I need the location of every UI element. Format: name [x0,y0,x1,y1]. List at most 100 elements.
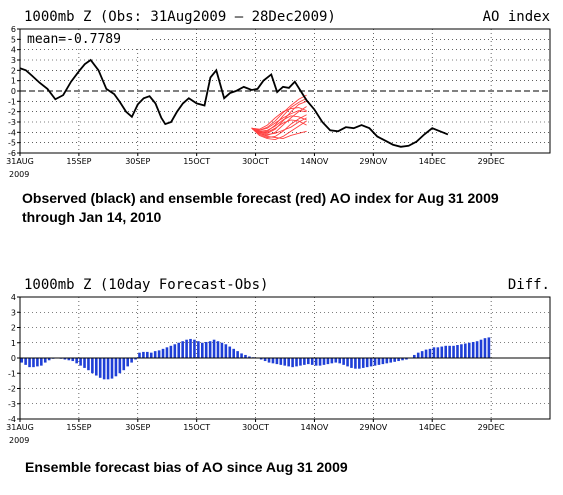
chart2-y-ticks: -4 -3 -2 -1 0 1 2 3 4 [8,293,20,424]
bias-bar [436,347,440,358]
bias-bars [20,337,550,380]
bias-bar [334,358,338,363]
bias-bar [118,358,122,374]
bias-bar [200,342,204,358]
bias-bar [475,341,479,358]
bias-bar [244,354,247,358]
bias-bar [114,358,118,377]
bias-bar [365,358,369,368]
mean-annotation: mean=-0.7789 [27,32,121,47]
bias-bar [197,341,200,358]
bias-bar [354,358,357,369]
bias-bar [102,358,106,380]
bias-bar [40,358,43,366]
bias-bar [412,354,416,358]
y-tick-label: -1 [8,97,16,106]
bias-bar [189,338,192,358]
bias-bar [314,358,318,366]
x-tick-label: 30OCT [242,157,269,166]
bias-bar [224,344,228,358]
bias-bar [126,358,129,367]
x-tick-label: 15SEP [66,423,91,432]
chart2-caption: Ensemble forecast bias of AO since Aug 3… [25,459,348,475]
bias-bar [83,358,86,368]
chart2-year-label: 2009 [9,436,29,445]
x-tick-label: 15SEP [66,157,91,166]
bias-bar [271,358,275,364]
y-tick-label: -4 [8,128,16,137]
y-tick-label: -1 [8,369,16,378]
bias-bar [452,345,455,358]
bias-bar [32,358,35,368]
bias-bar [165,347,169,358]
bias-bar [138,352,141,358]
bias-bar [322,358,326,365]
bias-bar [342,358,345,365]
bias-bar [240,353,243,358]
bias-bar [110,358,114,379]
bias-bar [79,358,82,366]
bias-bar [177,342,181,358]
x-tick-label: 29NOV [359,157,387,166]
bias-bar [310,358,314,365]
bias-bar [173,344,177,358]
bias-bar [291,358,294,368]
bias-bar [193,339,196,358]
chart2-x-ticks: 31AUG 15SEP 30SEP 15OCT 30OCT 14NOV 29NOV 14DEC… [6,419,505,432]
y-tick-label: -3 [8,400,16,409]
y-tick-label: 0 [11,87,16,96]
bias-bar [397,358,400,362]
bias-bar [43,358,47,363]
chart1-y-ticks: -6-5 -4-3-2 -101 234 56 [8,25,20,158]
bias-bar [208,341,212,358]
y-tick-label: 6 [11,25,16,34]
bias-bar [267,358,271,363]
bias-bar [487,337,491,358]
y-tick-label: -4 [8,415,16,424]
ensemble-member-line [251,110,307,131]
bias-bar [330,358,334,364]
bias-bar [67,358,71,361]
bias-bar [405,358,408,360]
bias-bar [263,358,267,362]
bias-bar [377,358,381,365]
bias-bar [149,352,153,358]
bias-bar [283,358,287,366]
bias-bar [157,350,161,358]
x-tick-label: 29DEC [478,157,505,166]
y-tick-label: 1 [11,77,16,86]
bias-bar [248,356,251,358]
bias-bar [361,358,365,368]
bias-bar [20,358,23,363]
ensemble-member-line [251,115,307,132]
bias-bar [169,345,173,358]
bias-bar [416,352,420,358]
y-tick-label: -2 [8,108,16,117]
x-tick-label: 15OCT [183,157,210,166]
ensemble-member-line [251,119,307,133]
bias-bar [381,358,385,365]
bias-bar [87,358,90,371]
chart2-title-right: Diff. [508,277,550,293]
y-tick-label: 2 [11,324,16,333]
bias-bar [63,358,67,360]
bias-bar [75,358,78,364]
bias-bar [28,358,31,368]
bias-bar [299,358,302,366]
ensemble-member-line [251,114,307,138]
y-tick-label: 5 [11,35,16,44]
bias-bar [373,358,377,366]
bias-bar [185,339,188,358]
bias-bar [36,358,39,367]
x-tick-label: 30OCT [242,423,269,432]
x-tick-label: 15OCT [183,423,210,432]
chart1-title-right: AO index [483,9,550,25]
mean-label-box [21,30,149,47]
chart1-caption: Observed (black) and ensemble forecast (… [22,190,499,225]
bias-bar [358,358,361,369]
bias-bar [47,358,51,361]
bias-bar [216,341,220,358]
bias-bar [401,358,404,361]
bias-bar [153,351,157,358]
ensemble-forecast-lines [251,94,307,141]
